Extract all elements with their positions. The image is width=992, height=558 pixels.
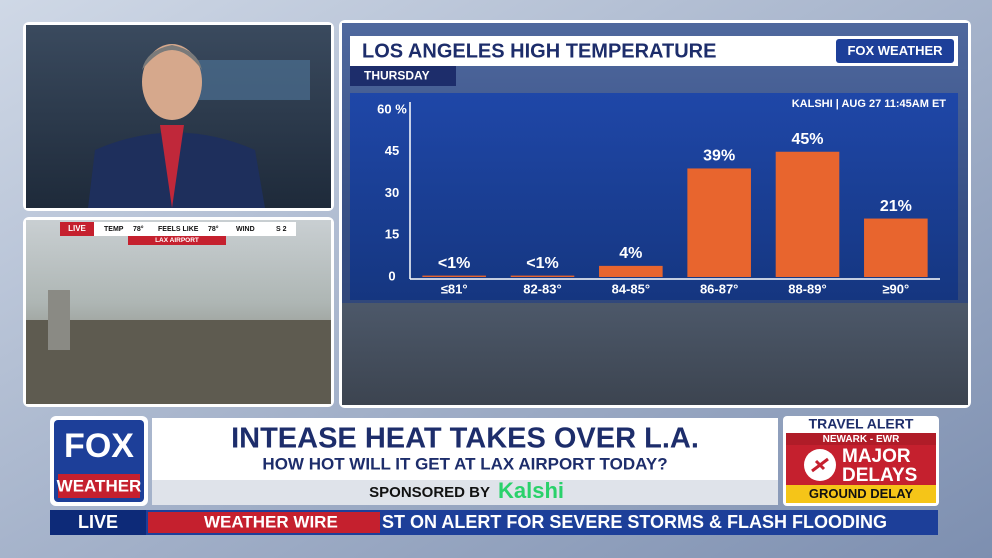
x-tick-label: 82-83° bbox=[523, 281, 561, 296]
headline-box bbox=[152, 418, 778, 480]
value-label: <1% bbox=[526, 255, 558, 272]
bar bbox=[599, 265, 663, 277]
y-tick-label: 15 bbox=[385, 227, 399, 242]
bar bbox=[864, 218, 928, 277]
brand-strip bbox=[58, 474, 140, 498]
airport-bar bbox=[786, 433, 936, 445]
location-bar bbox=[128, 236, 226, 245]
y-tick-label: 60 % bbox=[377, 101, 407, 116]
bar bbox=[422, 275, 486, 277]
y-tick-label: 45 bbox=[385, 143, 399, 158]
camera-bar bbox=[60, 222, 296, 236]
x-tick-label: 88-89° bbox=[788, 281, 826, 296]
live-label: LIVE bbox=[68, 224, 86, 233]
alert-status: GROUND DELAY bbox=[809, 486, 914, 501]
x-tick-label: 86-87° bbox=[700, 281, 738, 296]
y-tick-label: 30 bbox=[385, 185, 399, 200]
logo-box bbox=[836, 39, 954, 63]
value-label: 39% bbox=[703, 148, 735, 165]
temp-value: 78° bbox=[133, 225, 144, 233]
ticker-live: LIVE bbox=[78, 512, 118, 532]
x-tick-label: 84-85° bbox=[612, 281, 650, 296]
ticker-text: ST ON ALERT FOR SEVERE STORMS & FLASH FL… bbox=[382, 512, 887, 532]
alert-title: TRAVEL ALERT bbox=[809, 416, 914, 432]
feels-value: 78° bbox=[208, 225, 219, 233]
alert-airport: NEWARK - EWR bbox=[823, 434, 900, 445]
anchor-tie bbox=[160, 125, 184, 208]
temp-label: TEMP bbox=[104, 226, 124, 233]
anchor-hair bbox=[142, 45, 202, 70]
brand-top: FOX bbox=[64, 427, 134, 465]
sponsor-label: SPONSORED BY bbox=[369, 484, 490, 501]
logo: FOX WEATHER bbox=[847, 43, 943, 58]
y-tick-label: 0 bbox=[388, 268, 395, 283]
chart-subtitle: THURSDAY bbox=[364, 69, 430, 83]
anchor-face bbox=[142, 44, 202, 120]
ticker-label: WEATHER WIRE bbox=[204, 512, 338, 531]
wind-label: WIND bbox=[236, 226, 255, 233]
location: LAX AIRPORT bbox=[155, 237, 199, 244]
plot-area bbox=[350, 93, 958, 300]
bar bbox=[510, 275, 575, 277]
wind-value: S 2 bbox=[276, 226, 287, 233]
value-label: <1% bbox=[438, 255, 470, 272]
chart-title: LOS ANGELES HIGH TEMPERATURE bbox=[362, 40, 716, 62]
value-label: 21% bbox=[880, 198, 912, 215]
airport-tower bbox=[48, 290, 70, 350]
x-tick-label: ≤81° bbox=[441, 281, 468, 296]
feels-label: FEELS LIKE bbox=[158, 226, 199, 233]
sponsor-bar bbox=[152, 480, 778, 505]
x-tick-label: ≥90° bbox=[882, 281, 909, 296]
source: KALSHI | AUG 27 11:45AM ET bbox=[792, 98, 947, 110]
bar bbox=[687, 168, 751, 277]
value-label: 45% bbox=[791, 131, 823, 148]
airport-ground bbox=[26, 320, 331, 404]
value-label: 4% bbox=[619, 245, 642, 262]
status-bar bbox=[786, 485, 936, 503]
plane-glyph bbox=[811, 457, 829, 473]
ticker-live-box bbox=[50, 510, 146, 535]
alert-line2: DELAYS bbox=[842, 465, 917, 486]
brand-bottom: WEATHER bbox=[57, 476, 142, 495]
subhead: HOW HOT WILL IT GET AT LAX AIRPORT TODAY… bbox=[262, 454, 667, 473]
live-badge bbox=[60, 222, 94, 236]
alert-line1: MAJOR bbox=[842, 446, 911, 467]
headline: INTEASE HEAT TAKES OVER L.A. bbox=[231, 423, 699, 455]
ticker-label-box bbox=[148, 512, 380, 533]
sponsor: Kalshi bbox=[498, 478, 564, 503]
studio-screens bbox=[190, 60, 310, 100]
subtitle-bar bbox=[350, 66, 456, 86]
bar bbox=[775, 151, 840, 277]
